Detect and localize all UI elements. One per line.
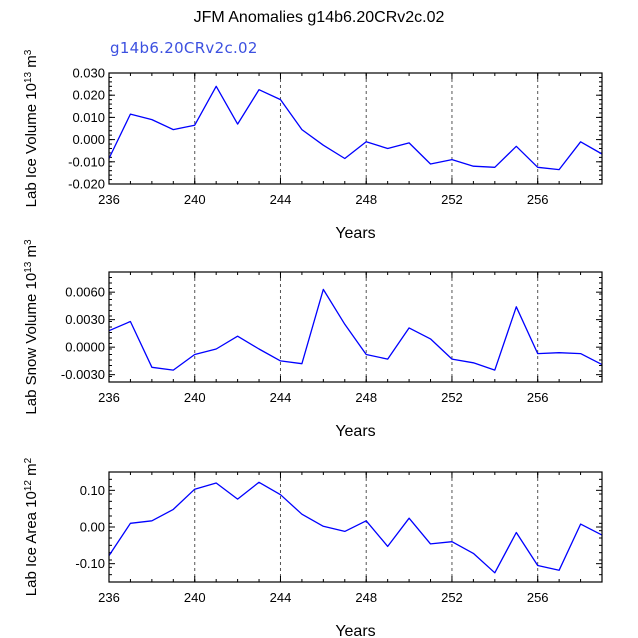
x-tick-label: 236 bbox=[98, 192, 120, 207]
x-tick-label: 244 bbox=[270, 192, 292, 207]
x-tick-label: 248 bbox=[355, 590, 377, 605]
x-tick-label: 240 bbox=[184, 590, 206, 605]
x-tick-label: 252 bbox=[441, 390, 463, 405]
y-tick-label: 0.030 bbox=[72, 66, 105, 81]
y-tick-label: 0.00 bbox=[80, 520, 105, 535]
series-line bbox=[108, 481, 603, 574]
x-tick-label: 244 bbox=[270, 390, 292, 405]
x-tick-label: 236 bbox=[98, 390, 120, 405]
y-tick-label: -0.10 bbox=[75, 556, 105, 571]
chart-panel-3: 236 240 244 248 252 256 -0.10 0.00 0.10 Years Lab … bbox=[23, 457, 603, 638]
x-axis-label: Years bbox=[335, 423, 375, 440]
x-tick-label: 248 bbox=[355, 390, 377, 405]
y-axis-label: Lab Snow Volume 1013 m3 bbox=[23, 239, 41, 415]
y-axis-label: Lab Ice Volume 1013 m3 bbox=[23, 49, 41, 207]
x-tick-label: 256 bbox=[527, 590, 549, 605]
x-tick-label: 240 bbox=[184, 390, 206, 405]
x-tick-label: 244 bbox=[270, 590, 292, 605]
x-tick-label: 256 bbox=[527, 192, 549, 207]
y-tick-label: -0.0030 bbox=[61, 367, 105, 382]
x-tick-label: 248 bbox=[355, 192, 377, 207]
chart-panel-1: 236 240 244 248 252 256 -0.020 -0.010 0.000 0.010… bbox=[23, 49, 603, 242]
x-axis-label: Years bbox=[335, 225, 375, 242]
x-tick-label: 240 bbox=[184, 192, 206, 207]
x-axis-label: Years bbox=[335, 623, 375, 638]
y-tick-label: 0.000 bbox=[72, 132, 105, 147]
y-tick-label: 0.10 bbox=[80, 483, 105, 498]
y-tick-label: 0.0030 bbox=[65, 312, 105, 327]
series-line bbox=[108, 85, 603, 171]
plot-frame bbox=[108, 72, 603, 185]
y-tick-label: 0.010 bbox=[72, 110, 105, 125]
x-tick-label: 252 bbox=[441, 590, 463, 605]
y-tick-label: -0.020 bbox=[68, 177, 105, 192]
y-tick-label: -0.010 bbox=[68, 154, 105, 169]
y-axis-label: Lab Ice Area 1012 m2 bbox=[23, 457, 41, 596]
plot-frame bbox=[108, 471, 603, 583]
x-tick-label: 252 bbox=[441, 192, 463, 207]
y-tick-label: 0.0000 bbox=[65, 340, 105, 355]
series-line bbox=[108, 288, 603, 371]
x-tick-label: 256 bbox=[527, 390, 549, 405]
chart-title: JFM Anomalies g14b6.20CRv2c.02 bbox=[193, 9, 445, 26]
y-tick-label: 0.020 bbox=[72, 88, 105, 103]
x-tick-label: 236 bbox=[98, 590, 120, 605]
y-tick-label: 0.0060 bbox=[65, 285, 105, 300]
chart-panel-2: 236 240 244 248 252 256 -0.0030 0.0000 0.0030 0.0… bbox=[23, 239, 603, 440]
chart-subtitle: g14b6.20CRv2c.02 bbox=[110, 39, 258, 57]
plot-frame bbox=[108, 271, 603, 383]
